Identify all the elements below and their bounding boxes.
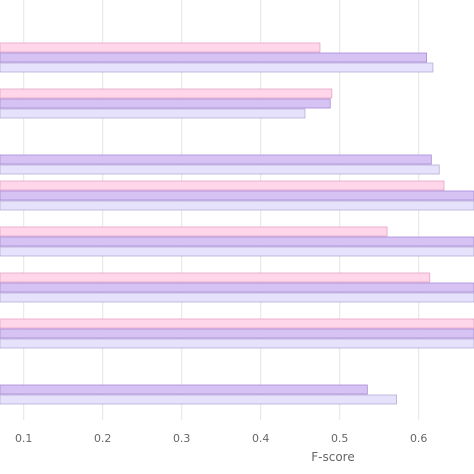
bar-group-3-series-1 xyxy=(0,190,474,201)
bar-group-4-series-2 xyxy=(0,246,474,257)
bar-group-0-series-1 xyxy=(0,52,428,63)
bar-group-4-series-0 xyxy=(0,226,388,237)
bar-group-6-series-0 xyxy=(0,318,474,329)
bar-group-5-series-0 xyxy=(0,272,431,283)
bar-group-0-series-2 xyxy=(0,62,434,73)
bar-group-5-series-2 xyxy=(0,292,474,303)
bar-group-4-series-1 xyxy=(0,236,474,247)
bars xyxy=(0,42,474,405)
bar-group-7-series-1 xyxy=(0,384,368,395)
x-tick-label-2: 0.3 xyxy=(173,432,191,445)
bar-group-3-series-0 xyxy=(0,180,445,191)
bar-group-6-series-1 xyxy=(0,328,474,339)
bar-group-7-series-2 xyxy=(0,394,397,405)
x-tick-label-1: 0.2 xyxy=(94,432,112,445)
x-tick-label-0: 0.1 xyxy=(15,432,33,445)
x-tick-label-5: 0.6 xyxy=(410,432,428,445)
bar-group-1-series-2 xyxy=(0,108,306,119)
bar-group-1-series-1 xyxy=(0,98,331,109)
bar-group-0-series-0 xyxy=(0,42,321,53)
bar-group-2-series-2 xyxy=(0,164,440,175)
bar-group-2-series-1 xyxy=(0,154,432,165)
x-tick-label-3: 0.4 xyxy=(252,432,270,445)
bar-group-3-series-2 xyxy=(0,200,474,211)
bar-group-6-series-2 xyxy=(0,338,474,349)
bar-group-1-series-0 xyxy=(0,88,333,99)
x-axis-label: F-score xyxy=(311,450,354,464)
x-axis-ticks: 0.1 0.2 0.3 0.4 0.5 0.6 xyxy=(15,432,428,445)
bar-group-5-series-1 xyxy=(0,282,474,293)
x-tick-label-4: 0.5 xyxy=(331,432,349,445)
